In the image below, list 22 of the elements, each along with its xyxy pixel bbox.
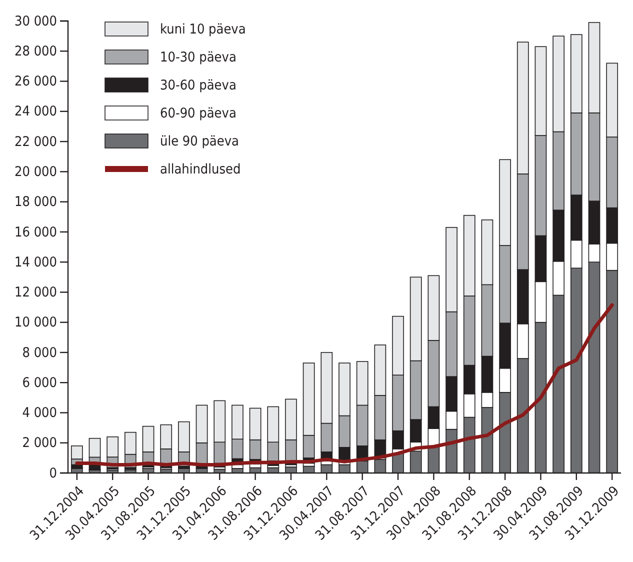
y-tick-label: 0 xyxy=(49,465,57,482)
y-tick-label: 12 000 xyxy=(14,284,57,301)
y-tick-label: 18 000 xyxy=(14,194,57,210)
y-tick-label: 16 000 xyxy=(14,224,57,240)
legend-label: allahindlused xyxy=(160,162,241,178)
y-tick-label: 2 000 xyxy=(22,435,57,452)
legend-label: kuni 10 päeva xyxy=(160,22,246,38)
y-tick-label: 26 000 xyxy=(14,74,57,90)
y-tick-label: 28 000 xyxy=(14,43,57,60)
legend-label: 10-30 päeva xyxy=(160,50,236,66)
y-tick-label: 24 000 xyxy=(14,104,57,120)
legend-label: 60-90 päeva xyxy=(160,106,236,122)
y-tick-label: 8 000 xyxy=(22,344,57,361)
y-tick-label: 4 000 xyxy=(22,405,57,422)
y-tick-label: 14 000 xyxy=(14,254,57,270)
y-tick-label: 30 000 xyxy=(14,13,57,30)
legend-label: üle 90 päeva xyxy=(160,134,239,150)
y-tick-label: 10 000 xyxy=(14,314,57,331)
legend-label: 30-60 päeva xyxy=(160,78,236,94)
y-tick-label: 6 000 xyxy=(22,374,57,391)
y-tick-label: 20 000 xyxy=(14,164,57,180)
y-tick-label: 22 000 xyxy=(14,134,57,150)
